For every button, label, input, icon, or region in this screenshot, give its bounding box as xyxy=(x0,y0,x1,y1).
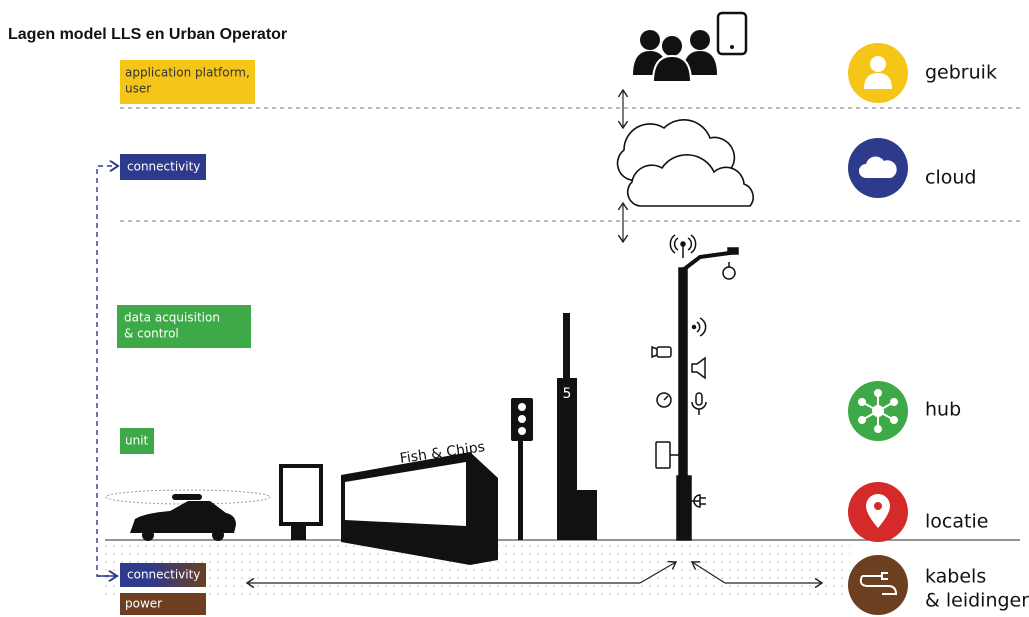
traffic-light-part xyxy=(518,441,523,540)
layer-label: & leidingen xyxy=(925,590,1029,612)
label-text: connectivity xyxy=(127,568,200,582)
left-labels-part xyxy=(97,166,118,576)
smart-pole-part xyxy=(677,476,691,540)
smart-pole-part xyxy=(723,267,735,279)
tower-number: 5 xyxy=(563,386,572,402)
smart-pole-part xyxy=(696,393,702,405)
car-part xyxy=(130,501,236,533)
smart-pole-part xyxy=(693,326,696,329)
layer-icons-part-part xyxy=(875,426,881,432)
kiosk: Fish & Chips xyxy=(341,439,498,565)
users-icon-part xyxy=(653,56,691,82)
smart-pole-part xyxy=(681,242,685,246)
layer-label: hub xyxy=(925,399,961,421)
label-text: data acquisition xyxy=(124,311,220,325)
users-icon-part xyxy=(640,30,660,50)
billboard-part xyxy=(281,466,321,524)
car-part xyxy=(212,529,224,541)
label-text: application platform, xyxy=(125,66,250,80)
traffic-light-part xyxy=(518,427,526,435)
car-part xyxy=(142,529,154,541)
users-icon xyxy=(633,13,746,82)
title: Lagen model LLS en Urban Operator xyxy=(8,26,287,43)
tower: 5 xyxy=(557,313,597,540)
smart-pole-part xyxy=(657,347,671,357)
layer-icons xyxy=(848,43,908,615)
layer-icons-part xyxy=(874,502,882,510)
label-text: & control xyxy=(124,327,179,341)
smart-pole-part xyxy=(728,248,738,254)
label-text: unit xyxy=(125,434,149,448)
diagram: Lagen model LLS en Urban Operator applic… xyxy=(0,0,1029,617)
car-part xyxy=(172,494,202,500)
layer-label: kabels xyxy=(925,566,986,588)
billboard-part xyxy=(291,524,306,540)
traffic-light-part xyxy=(518,403,526,411)
traffic-light xyxy=(511,398,533,540)
smart-pole-part xyxy=(692,402,706,415)
smart-pole-part xyxy=(697,318,706,336)
tower-part xyxy=(563,313,570,379)
users-icon-part xyxy=(661,35,683,57)
layer-icons-part xyxy=(870,56,886,72)
traffic-light-part xyxy=(518,415,526,423)
layer-label: locatie xyxy=(925,511,988,533)
smart-pole-part xyxy=(664,396,668,400)
label-text: power xyxy=(125,597,162,611)
layer-icons-part-part xyxy=(891,417,897,423)
layer-label: gebruik xyxy=(925,62,997,84)
smart-pole xyxy=(652,235,738,540)
users-icon-part xyxy=(730,45,734,49)
cloud-icon xyxy=(618,120,754,206)
layer-icons-part-part xyxy=(873,406,883,416)
label-text: user xyxy=(125,82,151,96)
smart-pole-part xyxy=(656,442,670,468)
smart-pole-part xyxy=(691,495,706,507)
layer-icons-part-part xyxy=(891,399,897,405)
smart-pole-part xyxy=(692,358,705,378)
layer-label: cloud xyxy=(925,167,976,189)
tower-part xyxy=(557,378,577,540)
layer-icons-part-part xyxy=(859,399,865,405)
smart-pole-part xyxy=(679,268,687,478)
label-text: connectivity xyxy=(127,160,200,174)
tower-part xyxy=(575,490,597,540)
users-icon-part xyxy=(690,30,710,50)
layer-icons-part-part xyxy=(875,390,881,396)
car xyxy=(106,490,270,541)
layer-labels: gebruik cloud hub locatie kabels & leidi… xyxy=(925,62,1029,612)
layer-icons-part-part xyxy=(859,417,865,423)
billboard xyxy=(281,466,321,540)
